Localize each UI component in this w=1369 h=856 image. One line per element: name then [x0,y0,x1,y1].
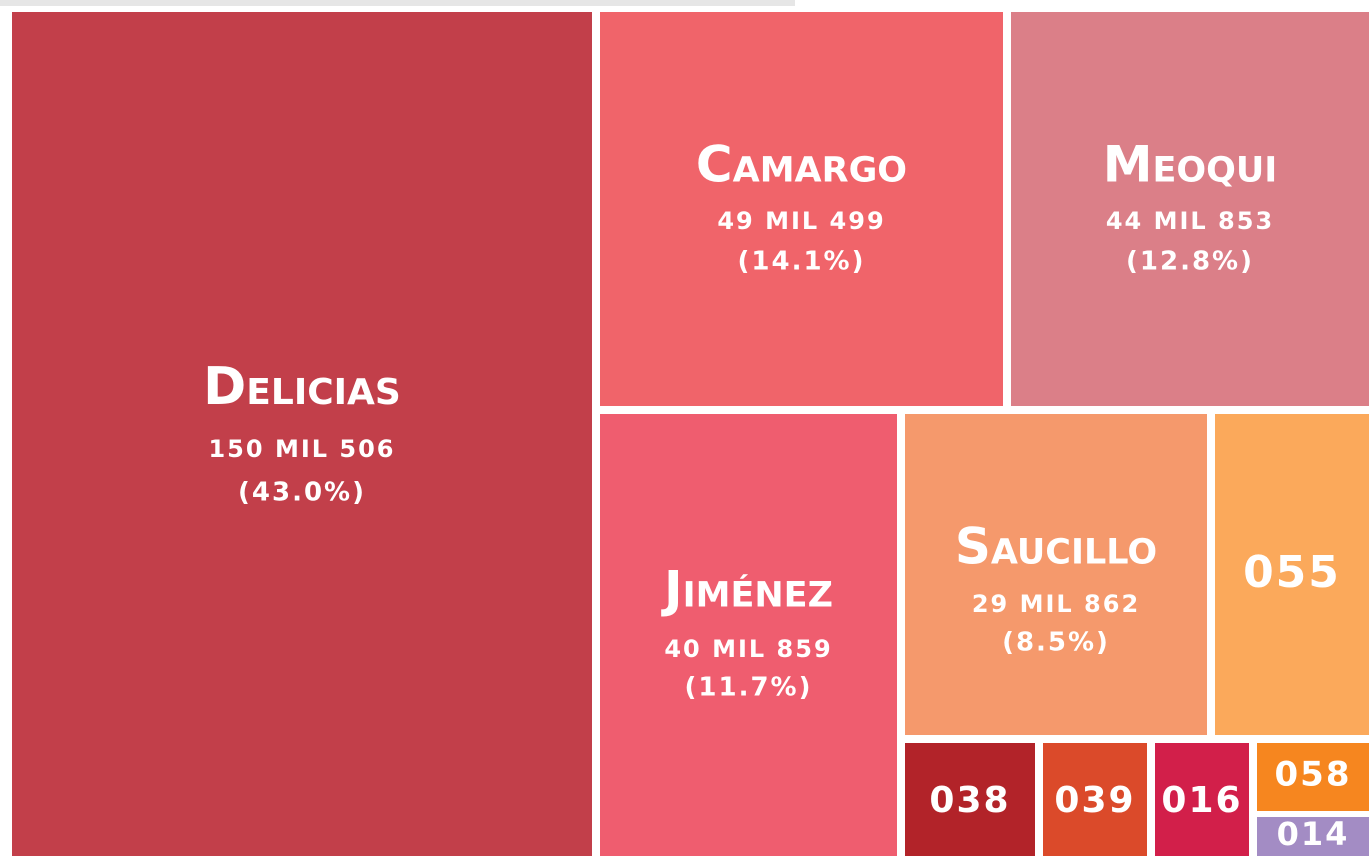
value-label: 29 MIL 862 [972,590,1140,618]
tile [1257,743,1369,811]
value-label: 150 MIL 506 [208,435,395,463]
tile-name: Delicias [203,357,401,417]
tile [905,414,1207,735]
value-label: 49 MIL 499 [717,207,885,235]
percent-label: (14.1%) [738,247,866,277]
tile-name: 055 [1243,547,1341,598]
tile-name: 038 [929,780,1010,821]
value-label: 40 MIL 859 [664,635,832,663]
tile-name: 014 [1277,815,1350,853]
percent-label: (11.7%) [685,673,813,703]
percent-label: (12.8%) [1126,247,1254,277]
tile [1155,743,1249,856]
top-strip [0,0,795,6]
tile [600,12,1003,406]
tile [1215,414,1369,735]
tile-name: Meoqui [1103,136,1278,194]
value-label: 44 MIL 853 [1106,207,1274,235]
tile [1043,743,1147,856]
tile [600,414,897,856]
tile-name: Jiménez [661,561,833,619]
tile-name: Camargo [696,136,907,194]
tile-name: 016 [1161,780,1242,821]
tile [1011,12,1369,406]
tile [12,12,592,856]
tile-name: Saucillo [955,518,1157,576]
tile [905,743,1035,856]
percent-label: (43.0%) [238,478,366,508]
tile-name: 058 [1275,755,1352,795]
tile [1257,817,1369,856]
tile-name: 039 [1054,780,1135,821]
percent-label: (8.5%) [1002,628,1110,658]
